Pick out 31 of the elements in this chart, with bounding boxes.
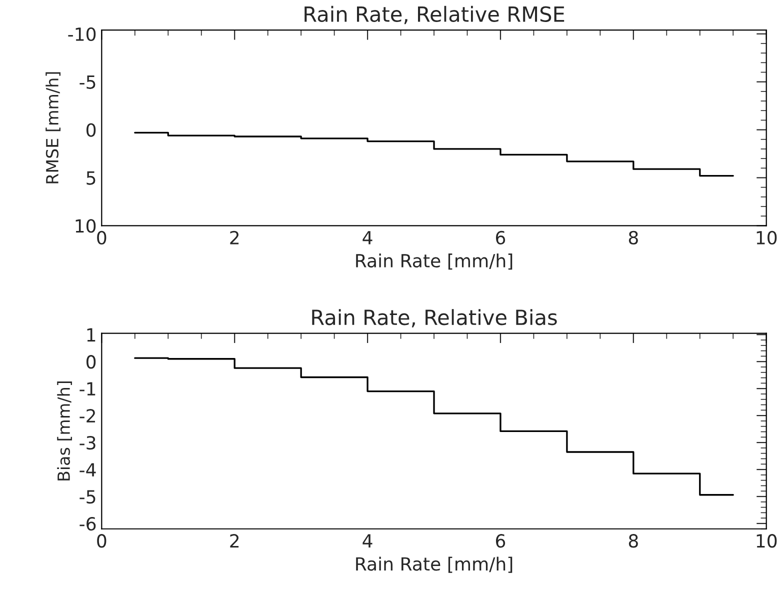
- x-tick-label: 8: [628, 230, 638, 245]
- x-tick-label: 6: [496, 230, 506, 245]
- y-axis-title: Bias [mm/h]: [57, 382, 72, 480]
- y-tick-label: -10: [68, 27, 96, 41]
- x-tick-label: 4: [362, 534, 372, 548]
- x-tick-label: 10: [756, 534, 777, 548]
- x-axis-title: Rain Rate [mm/h]: [356, 254, 512, 270]
- x-tick-label: 0: [97, 230, 106, 245]
- x-tick-label: 4: [362, 231, 372, 244]
- y-tick-label: -5: [80, 76, 96, 89]
- y-tick-label: -6: [80, 516, 96, 531]
- y-tick-label: -2: [80, 409, 95, 422]
- x-tick-label: 2: [230, 230, 239, 244]
- x-tick-label: 10: [756, 230, 777, 245]
- y-tick-label: -1: [80, 382, 96, 396]
- y-axis-title: RMSE [mm/h]: [46, 72, 60, 184]
- y-tick-label: -4: [80, 463, 96, 476]
- y-tick-label: -3: [80, 436, 96, 450]
- x-tick-label: 2: [230, 534, 239, 548]
- y-tick-label: -5: [80, 490, 96, 504]
- chart-title: Rain Rate, Relative Bias: [312, 309, 557, 328]
- y-tick-label: 0: [86, 355, 96, 369]
- x-axis-title: Rain Rate [mm/h]: [356, 556, 512, 573]
- x-tick-label: 8: [628, 534, 638, 548]
- y-tick-label: 0: [86, 123, 96, 137]
- chart-title: Rain Rate, Relative RMSE: [304, 6, 564, 24]
- y-tick-label: 5: [86, 171, 96, 185]
- y-tick-label: 1: [87, 328, 96, 342]
- y-tick-label: 10: [76, 219, 96, 233]
- x-tick-label: 0: [97, 534, 106, 548]
- x-tick-label: 6: [496, 534, 506, 548]
